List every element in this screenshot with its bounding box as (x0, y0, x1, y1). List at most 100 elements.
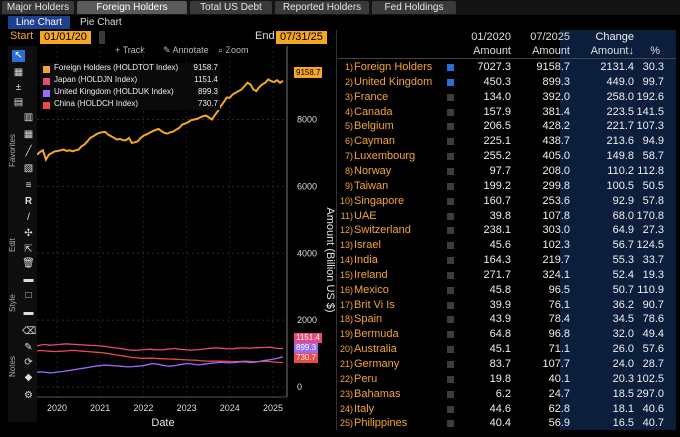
table-row[interactable]: 17) Brit Vi Is 39.9 76.1 36.2 90.7 (338, 298, 676, 313)
start-date-input[interactable]: 01/01/20 (40, 31, 91, 44)
series-checkbox[interactable] (447, 346, 454, 354)
series-checkbox[interactable] (447, 108, 454, 116)
select-area-icon[interactable]: ⇱ (24, 244, 33, 255)
change-percent: 50.5 (642, 179, 664, 192)
series-checkbox[interactable] (447, 286, 454, 294)
hatch-tool-icon[interactable]: ▧ (23, 163, 34, 174)
tab-reported-holders[interactable]: Reported Holders (275, 1, 369, 14)
table-row[interactable]: 14) India 164.3 219.7 55.3 33.7 (338, 253, 676, 268)
table-row[interactable]: 3) France 134.0 392.0 258.0 192.6 (338, 90, 676, 105)
color-swatch-icon[interactable]: ◆ (24, 372, 33, 383)
series-checkbox[interactable] (447, 242, 454, 250)
table-row[interactable]: 21) Germany 83.7 107.7 24.0 28.7 (338, 357, 676, 372)
series-checkbox[interactable] (447, 123, 454, 131)
pen-icon[interactable]: ✎ (24, 342, 33, 353)
table-row[interactable]: 9) Taiwan 199.2 299.8 100.5 50.5 (338, 179, 676, 194)
series-checkbox[interactable] (447, 93, 454, 101)
add-series-icon[interactable]: ± (15, 82, 22, 93)
series-checkbox[interactable] (447, 64, 454, 71)
ray-tool-icon[interactable]: R (24, 196, 33, 207)
table-row[interactable]: 16) Mexico 45.8 96.5 50.7 110.9 (338, 283, 676, 298)
series-checkbox[interactable] (447, 301, 454, 309)
lines-tool-icon[interactable]: ≡ (25, 180, 32, 191)
grid-tool-icon[interactable]: ▦ (23, 129, 34, 140)
draw-line-icon[interactable]: / (27, 212, 30, 223)
table-row[interactable]: 20) Australia 45.1 71.1 26.0 57.6 (338, 342, 676, 357)
change-percent: 94.9 (642, 135, 664, 148)
settings-gear-icon[interactable]: ⚙ (24, 390, 33, 401)
series-checkbox[interactable] (447, 182, 454, 190)
series-checkbox[interactable] (447, 331, 454, 339)
table-row[interactable]: 5) Belgium 206.5 428.2 221.7 107.3 (338, 119, 676, 134)
col-header-change[interactable]: Change (595, 31, 634, 43)
delete-icon[interactable]: 🗑 (22, 258, 35, 269)
tab-major-holders[interactable]: Major Holders (2, 1, 74, 14)
series-checkbox[interactable] (447, 375, 454, 383)
series-checkbox[interactable] (447, 167, 454, 175)
eraser-icon[interactable]: ⌫ (22, 326, 37, 337)
table-row[interactable]: 25) Philippines 40.4 56.9 16.5 40.7 (338, 416, 676, 431)
table-row[interactable]: 12) Switzerland 238.1 303.0 64.9 27.3 (338, 223, 676, 238)
series-checkbox[interactable] (447, 361, 454, 368)
legend-value: 1151.4 (194, 75, 218, 84)
pointer-tool-icon[interactable]: ↖ (12, 50, 25, 62)
data-icon[interactable]: ▤ (13, 97, 24, 108)
series-checkbox[interactable] (447, 212, 454, 220)
series-checkbox[interactable] (447, 257, 454, 265)
table-row[interactable]: 4) Canada 157.9 381.4 223.5 141.5 (338, 105, 676, 120)
legend-item[interactable]: China (HOLDCH Index) 730.7 (40, 99, 220, 111)
series-checkbox[interactable] (447, 405, 454, 413)
fill-color-icon[interactable]: ▬ (23, 274, 34, 285)
series-checkbox[interactable] (447, 227, 454, 235)
table-row[interactable]: 15) Ireland 271.7 324.1 52.4 19.3 (338, 268, 676, 283)
legend-item[interactable]: Japan (HOLDJN Index) 1151.4 (40, 75, 220, 87)
legend-item[interactable]: United Kingdom (HOLDUK Index) 899.3 (40, 87, 220, 99)
bar-tool-icon[interactable]: ▥ (23, 112, 34, 123)
change-amount: 18.5 (612, 387, 634, 400)
end-date-input[interactable]: 07/31/25 (276, 31, 327, 44)
col-header-percent[interactable]: % (650, 45, 660, 57)
tab-pie-chart[interactable]: Pie Chart (80, 17, 122, 28)
table-row[interactable]: 1) Foreign Holders 7027.3 9158.7 2131.4 30.3 (338, 60, 676, 75)
series-checkbox[interactable] (447, 420, 454, 428)
zoom-tool[interactable]: ⌕ Zoom (218, 45, 249, 56)
table-row[interactable]: 10) Singapore 160.7 253.6 92.9 57.8 (338, 194, 676, 209)
series-checkbox[interactable] (447, 316, 454, 324)
col-header-amount[interactable]: Amount (532, 45, 570, 57)
change-amount: 56.7 (612, 239, 634, 252)
line-tool-icon[interactable]: ╱ (25, 146, 32, 157)
stroke-icon[interactable]: ▬ (23, 307, 34, 318)
country-name: Israel (354, 239, 381, 252)
series-checkbox[interactable] (447, 153, 454, 161)
tab-total-us-debt[interactable]: Total US Debt (190, 1, 272, 14)
series-checkbox[interactable] (447, 390, 454, 398)
start-date-picker-icon[interactable] (99, 31, 105, 44)
table-row[interactable]: 6) Cayman 225.1 438.7 213.6 94.9 (338, 134, 676, 149)
tab-fed-holdings[interactable]: Fed Holdings (372, 1, 456, 14)
move-icon[interactable]: ✣ (24, 228, 33, 239)
tab-foreign-holders[interactable]: Foreign Holders (77, 1, 187, 14)
series-checkbox[interactable] (447, 271, 454, 279)
annotate-tool[interactable]: ✎ Annotate (163, 45, 209, 56)
tab-line-chart[interactable]: Line Chart (8, 16, 70, 29)
table-row[interactable]: 19) Bermuda 64.8 96.8 32.0 49.4 (338, 327, 676, 342)
col-header-amount[interactable]: Amount (473, 45, 511, 57)
col-header-amount-sorted[interactable]: Amount↓ (590, 45, 634, 57)
link-icon[interactable]: ⟳ (24, 357, 33, 368)
legend-item[interactable]: Foreign Holders (HOLDTOT Index) 9158.7 (40, 63, 220, 75)
table-row[interactable]: 24) Italy 44.6 62.8 18.1 40.6 (338, 402, 676, 417)
table-row[interactable]: 23) Bahamas 6.2 24.7 18.5 297.0 (338, 387, 676, 402)
table-row[interactable]: 13) Israel 45.6 102.3 56.7 124.5 (338, 238, 676, 253)
series-checkbox[interactable] (447, 197, 454, 205)
series-checkbox[interactable] (447, 78, 454, 86)
track-tool[interactable]: + Track (115, 45, 145, 55)
shape-icon[interactable]: □ (25, 290, 32, 301)
table-row[interactable]: 8) Norway 97.7 208.0 110.2 112.8 (338, 164, 676, 179)
table-row[interactable]: 18) Spain 43.9 78.4 34.5 78.6 (338, 312, 676, 327)
table-row[interactable]: 2) United Kingdom 450.3 899.3 449.0 99.7 (338, 75, 676, 90)
series-checkbox[interactable] (447, 138, 454, 146)
table-row[interactable]: 7) Luxembourg 255.2 405.0 149.8 58.7 (338, 149, 676, 164)
table-row[interactable]: 11) UAE 39.8 107.8 68.0 170.8 (338, 209, 676, 224)
table-row[interactable]: 22) Peru 19.8 40.1 20.3 102.5 (338, 372, 676, 387)
chart-type-icon[interactable]: ▦ (13, 67, 24, 78)
